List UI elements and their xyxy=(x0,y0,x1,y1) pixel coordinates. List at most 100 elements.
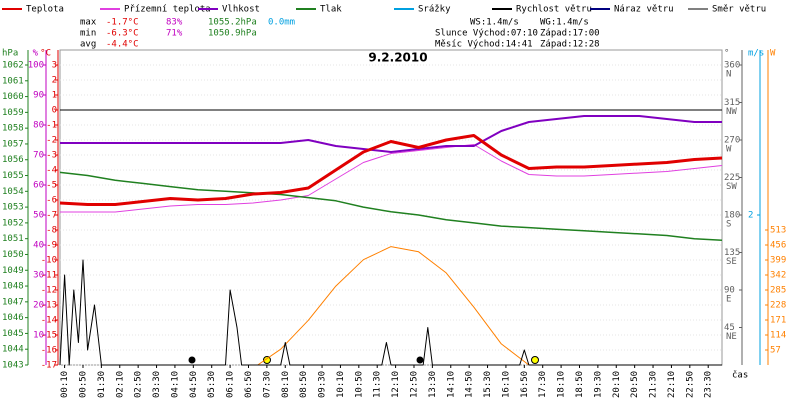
tick-label: 1058 xyxy=(2,124,24,134)
tick-label: 90 xyxy=(724,286,735,296)
sunrise-marker xyxy=(263,356,271,364)
tick-label: 1044 xyxy=(2,345,24,355)
tick-label: 1048 xyxy=(2,282,24,292)
tick-label: 1043 xyxy=(2,361,24,371)
legend-label: Vlhkost xyxy=(222,5,260,15)
tick-label: -17 xyxy=(41,361,57,371)
compass-label: W xyxy=(726,145,732,155)
tick-label: 1051 xyxy=(2,234,24,244)
tick-label: 60 xyxy=(33,181,44,191)
stat-text: -1.7°C xyxy=(106,18,139,28)
compass-label: E xyxy=(726,295,731,305)
tick-label: 80 xyxy=(33,121,44,131)
moon-marker xyxy=(416,356,424,364)
tick-label: -6 xyxy=(46,196,57,206)
compass-label: NW xyxy=(726,107,737,117)
x-tick-label: 22:50 xyxy=(685,371,695,398)
x-tick-label: 21:30 xyxy=(649,371,659,398)
x-tick-label: 06:10 xyxy=(226,371,236,398)
tick-label: 1049 xyxy=(2,266,24,276)
x-tick-label: 10:10 xyxy=(336,371,346,398)
stat-text: -4.4°C xyxy=(106,40,139,50)
stat-text: 1050.9hPa xyxy=(208,29,257,39)
x-tick-label: 00:10 xyxy=(60,371,70,398)
series-line xyxy=(60,144,723,213)
tick-label: 0 xyxy=(52,106,57,116)
tick-label: -10 xyxy=(41,256,57,266)
tick-label: 10 xyxy=(33,331,44,341)
tick-label: 1045 xyxy=(2,329,24,339)
tick-label: 114 xyxy=(770,331,786,341)
tick-label: 1062 xyxy=(2,61,24,71)
tick-label: 2 xyxy=(748,211,753,221)
tick-label: 171 xyxy=(770,316,786,326)
info-text: Měsíc Východ:14:41 xyxy=(435,40,533,50)
stat-text: min xyxy=(80,29,96,39)
compass-label: SW xyxy=(726,182,737,192)
x-tick-label: 00:50 xyxy=(78,371,88,398)
x-tick-label: 12:50 xyxy=(409,371,419,398)
tick-label: 1 xyxy=(52,91,57,101)
tick-label: 1060 xyxy=(2,92,24,102)
tick-label: -4 xyxy=(46,166,57,176)
tick-label: 1057 xyxy=(2,139,24,149)
x-tick-label: 12:10 xyxy=(391,371,401,398)
info-text: WS:1.4m/s xyxy=(470,18,519,28)
tick-label: -9 xyxy=(46,241,57,251)
series-line xyxy=(60,115,722,153)
tick-label: 90 xyxy=(33,91,44,101)
tick-label: -14 xyxy=(41,316,57,326)
tick-label: 225 xyxy=(724,173,740,183)
x-tick-label: 20:10 xyxy=(612,371,622,398)
stat-text: 83% xyxy=(166,18,183,28)
tick-label: -2 xyxy=(46,136,57,146)
legend-label: Teplota xyxy=(26,5,64,15)
compass-label: S xyxy=(726,220,731,230)
x-tick-label: 06:50 xyxy=(244,371,254,398)
tick-label: 270 xyxy=(724,136,740,146)
x-tick-label: 16:10 xyxy=(501,371,511,398)
tick-label: 399 xyxy=(770,256,786,266)
x-tick-label: 08:10 xyxy=(281,371,291,398)
x-tick-label: 16:50 xyxy=(520,371,530,398)
tick-label: -11 xyxy=(41,271,57,281)
x-tick-label: 02:50 xyxy=(134,371,144,398)
series-line xyxy=(59,259,722,366)
tick-label: -15 xyxy=(41,331,57,341)
stat-text: max xyxy=(80,18,97,28)
x-tick-label: 19:30 xyxy=(593,371,603,398)
tick-label: 228 xyxy=(770,301,786,311)
x-tick-label: 04:10 xyxy=(170,371,180,398)
chart-title: 9.2.2010 xyxy=(368,51,427,65)
x-tick-label: 08:50 xyxy=(299,371,309,398)
x-tick-label: 14:50 xyxy=(465,371,475,398)
tick-label: -16 xyxy=(41,346,57,356)
tick-label: 180 xyxy=(724,211,740,221)
tick-label: 30 xyxy=(33,271,44,281)
x-tick-label: 13:30 xyxy=(428,371,438,398)
x-tick-label: 15:30 xyxy=(483,371,493,398)
tick-label: 1055 xyxy=(2,171,24,181)
stat-text: 71% xyxy=(166,29,183,39)
sunset-marker xyxy=(531,356,539,364)
tick-label: 45 xyxy=(724,323,735,333)
tick-label: 20 xyxy=(33,301,44,311)
series-line xyxy=(59,134,723,206)
tick-label: 57 xyxy=(770,346,781,356)
x-tick-label: 04:50 xyxy=(189,371,199,398)
x-tick-label: 17:30 xyxy=(538,371,548,398)
tick-label: 1046 xyxy=(2,313,24,323)
compass-label: NE xyxy=(726,332,737,342)
tick-label: 135 xyxy=(724,248,740,258)
axis-unit: % xyxy=(33,49,39,59)
tick-label: 1047 xyxy=(2,297,24,307)
info-text: Západ:17:00 xyxy=(540,29,600,39)
x-tick-label: 01:30 xyxy=(97,371,107,398)
x-tick-label: 07:30 xyxy=(262,371,272,398)
x-tick-label: 11:30 xyxy=(373,371,383,398)
tick-label: 50 xyxy=(33,211,44,221)
tick-label: 1056 xyxy=(2,155,24,165)
series-line xyxy=(257,246,530,366)
tick-label: 342 xyxy=(770,271,786,281)
